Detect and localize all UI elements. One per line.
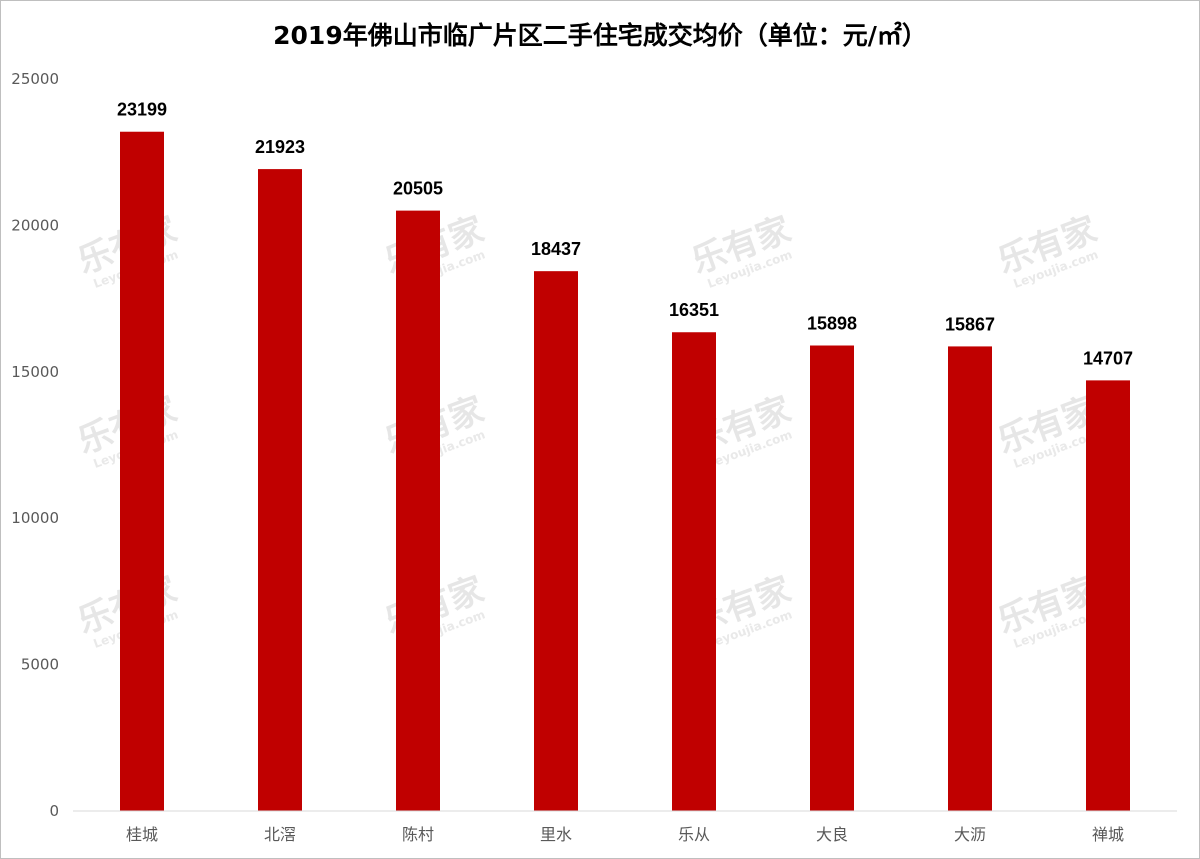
x-axis: 桂城 北滘 陈村 里水 乐从 大良 大沥 禅城 <box>73 810 1177 844</box>
y-tick-label: 0 <box>49 802 59 820</box>
data-label: 14707 <box>1083 348 1133 368</box>
data-label: 18437 <box>531 239 581 259</box>
y-tick-label: 5000 <box>21 656 59 674</box>
bar <box>534 271 578 811</box>
data-label: 16351 <box>669 300 719 320</box>
x-category-label: 桂城 <box>126 825 158 844</box>
data-label: 20505 <box>393 179 443 199</box>
data-label: 23199 <box>117 100 167 120</box>
bar <box>948 346 992 811</box>
y-tick-label: 15000 <box>11 363 59 381</box>
y-tick-label: 25000 <box>11 70 59 88</box>
x-category-label: 里水 <box>540 825 572 844</box>
x-category-label: 陈村 <box>402 825 434 844</box>
x-category-label: 乐从 <box>678 825 710 844</box>
data-label: 15898 <box>807 314 857 334</box>
x-category-label: 大沥 <box>954 825 986 844</box>
x-category-label: 禅城 <box>1092 825 1124 844</box>
chart-title: 2019年佛山市临广片区二手住宅成交均价（单位：元/㎡） <box>273 21 927 50</box>
x-category-label: 大良 <box>816 825 848 844</box>
y-tick-label: 20000 <box>11 216 59 234</box>
bar <box>258 169 302 812</box>
bar <box>810 345 854 811</box>
data-label: 21923 <box>255 137 305 157</box>
bar <box>396 210 440 812</box>
bar <box>120 131 164 811</box>
data-labels: 23199 21923 20505 18437 16351 15898 15867 14707 <box>117 100 1133 369</box>
bar <box>672 332 716 811</box>
bar-series <box>120 131 1130 812</box>
y-axis: 0 5000 10000 15000 20000 25000 <box>11 70 59 820</box>
x-category-label: 北滘 <box>264 825 296 844</box>
y-tick-label: 10000 <box>11 509 59 527</box>
data-label: 15867 <box>945 314 995 334</box>
bar <box>1086 380 1130 811</box>
